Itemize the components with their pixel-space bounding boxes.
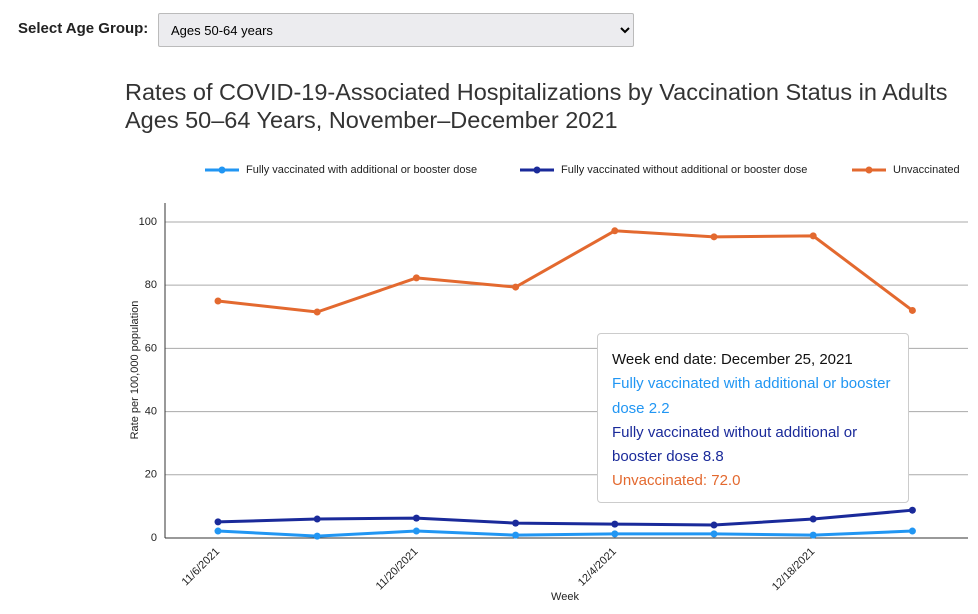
y-tick-label: 20 — [145, 469, 157, 481]
tooltip: Week end date: December 25, 2021 Fully v… — [597, 333, 909, 503]
select-label: Select Age Group: — [18, 20, 149, 37]
data-point — [512, 531, 520, 539]
data-point — [412, 274, 420, 282]
x-tick-label: 11/20/2021 — [374, 546, 421, 593]
data-point — [313, 532, 321, 540]
data-point — [809, 515, 817, 523]
data-point — [412, 527, 420, 535]
y-tick-label: 80 — [145, 279, 157, 291]
legend-marker — [865, 166, 873, 174]
data-point — [809, 232, 817, 240]
data-point — [809, 531, 817, 539]
series-line — [217, 229, 914, 314]
tooltip-title: Week end date: December 25, 2021 — [612, 351, 853, 368]
data-point — [512, 283, 520, 291]
data-point — [313, 515, 321, 523]
data-point — [512, 519, 520, 527]
x-tick-label: 12/18/2021 — [770, 546, 817, 593]
y-tick-label: 100 — [139, 216, 157, 228]
legend-label: Fully vaccinated without additional or b… — [561, 164, 807, 176]
data-point — [611, 520, 619, 528]
data-point — [908, 506, 916, 514]
data-point — [908, 306, 916, 314]
x-tick-label: 12/4/2021 — [576, 546, 619, 589]
data-point — [710, 233, 718, 241]
legend-label: Unvaccinated — [893, 164, 960, 176]
data-point — [710, 521, 718, 529]
data-point — [214, 297, 222, 305]
tooltip-item: Unvaccinated: 72.0 — [612, 472, 741, 490]
x-axis-label: Week — [551, 591, 579, 603]
series-line — [217, 508, 913, 527]
x-tick-label: 11/6/2021 — [180, 546, 223, 589]
series-line — [217, 529, 913, 538]
data-point — [214, 518, 222, 526]
legend-marker — [218, 166, 226, 174]
data-point — [313, 308, 321, 316]
legend-marker — [533, 166, 541, 174]
data-point — [611, 530, 619, 538]
data-point — [214, 527, 222, 535]
tooltip-item: Fully vaccinated without additional or b… — [612, 423, 858, 466]
data-point — [611, 227, 619, 235]
y-tick-label: 0 — [151, 532, 157, 544]
age-group-select[interactable]: Ages 50-64 years — [158, 13, 634, 47]
data-point — [710, 530, 718, 538]
chart-title: Rates of COVID-19-Associated Hospitaliza… — [125, 79, 948, 133]
y-axis-label: Rate per 100,000 population — [129, 301, 141, 440]
legend-label: Fully vaccinated with additional or boos… — [246, 164, 477, 176]
data-point — [908, 527, 916, 535]
data-point — [412, 514, 420, 522]
y-tick-label: 60 — [145, 342, 157, 354]
y-tick-label: 40 — [145, 405, 157, 417]
tooltip-item: Fully vaccinated with additional or boos… — [612, 375, 891, 417]
